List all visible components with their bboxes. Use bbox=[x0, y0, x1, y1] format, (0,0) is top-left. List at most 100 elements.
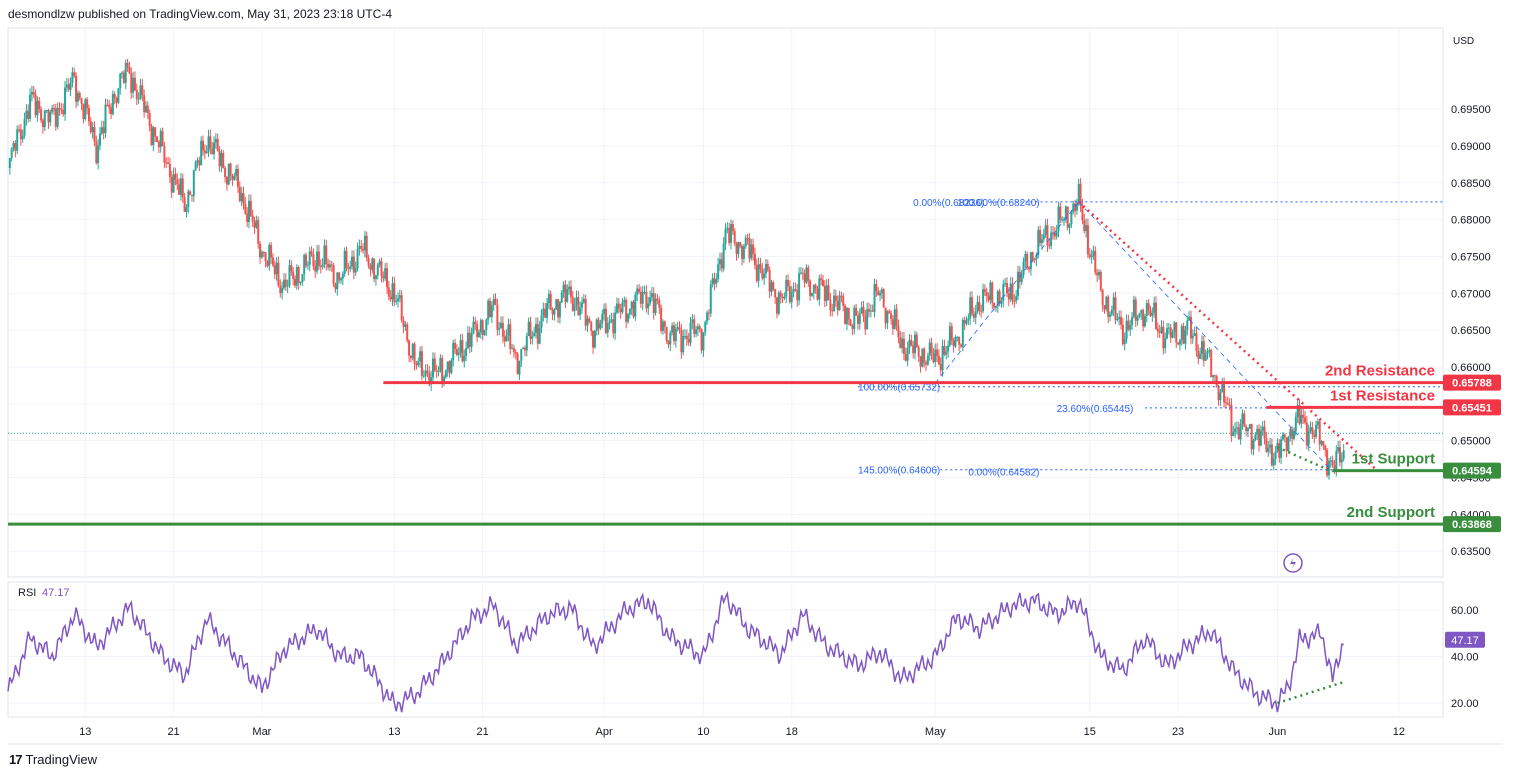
candle-body bbox=[902, 338, 905, 355]
candle-body bbox=[748, 238, 751, 259]
candle-body bbox=[1189, 316, 1192, 339]
fib-label: 0.00%(0.68236) bbox=[913, 198, 984, 209]
candle-body bbox=[685, 335, 688, 340]
candle-body bbox=[630, 301, 633, 309]
candle-body bbox=[540, 315, 543, 328]
candle-body bbox=[562, 284, 565, 293]
candle-body bbox=[400, 295, 403, 321]
candle-body bbox=[1053, 232, 1056, 237]
tradingview-footer[interactable]: 17 TradingView bbox=[9, 752, 97, 767]
candle-body bbox=[661, 321, 664, 331]
candle-body bbox=[527, 321, 530, 337]
candle-body bbox=[1140, 309, 1143, 314]
candle-body bbox=[233, 175, 236, 180]
candle-body bbox=[737, 242, 740, 255]
candle-body bbox=[229, 163, 232, 176]
candle-body bbox=[886, 311, 889, 324]
candle-body bbox=[334, 284, 337, 290]
candle-body bbox=[1292, 431, 1295, 439]
candle-body bbox=[577, 297, 580, 315]
time-tick-label: 18 bbox=[786, 726, 798, 738]
candle-body bbox=[192, 170, 195, 197]
candle-body bbox=[1254, 434, 1257, 441]
candle-body bbox=[466, 332, 469, 349]
candle-body bbox=[110, 107, 113, 115]
candle-body bbox=[179, 178, 182, 195]
candle-body bbox=[1112, 297, 1115, 310]
candle-body bbox=[1072, 203, 1075, 212]
candle-body bbox=[21, 135, 24, 140]
candle-body bbox=[1153, 302, 1156, 313]
candle-body bbox=[978, 302, 981, 311]
candle-body bbox=[235, 168, 238, 176]
candle-body bbox=[424, 370, 427, 376]
candle-body bbox=[511, 348, 514, 350]
candle-body bbox=[1018, 271, 1021, 283]
candle-body bbox=[426, 370, 429, 373]
candle-body bbox=[459, 340, 462, 353]
candle-body bbox=[535, 323, 538, 333]
candle-body bbox=[989, 282, 992, 301]
candle-body bbox=[1311, 427, 1314, 435]
candle-body bbox=[1248, 424, 1251, 429]
candle-body bbox=[864, 316, 867, 330]
candle-body bbox=[1235, 427, 1238, 429]
candle-body bbox=[97, 145, 100, 163]
candle-body bbox=[1228, 404, 1231, 406]
candle-body bbox=[1083, 220, 1086, 231]
price-chart[interactable]: 0.635000.640000.645000.650000.655000.660… bbox=[0, 0, 1513, 750]
candle-body bbox=[971, 297, 974, 315]
candle-body bbox=[1011, 283, 1014, 301]
candle-body bbox=[945, 351, 948, 355]
candle-body bbox=[205, 151, 208, 154]
price-tick-label: 0.67500 bbox=[1451, 251, 1491, 263]
candle-body bbox=[555, 299, 558, 310]
candle-body bbox=[888, 311, 891, 314]
candle-body bbox=[718, 259, 721, 265]
candle-body bbox=[919, 356, 922, 367]
candle-body bbox=[604, 308, 607, 333]
candle-body bbox=[47, 110, 50, 123]
candle-body bbox=[104, 104, 107, 134]
descending-trendline bbox=[1077, 200, 1378, 472]
candle-body bbox=[1127, 320, 1130, 330]
rsi-current-tag bbox=[1445, 631, 1485, 648]
candle-body bbox=[1031, 252, 1034, 260]
candle-body bbox=[181, 178, 184, 198]
candle-body bbox=[27, 110, 30, 119]
candle-body bbox=[1007, 293, 1010, 300]
candle-body bbox=[877, 291, 880, 296]
candle-body bbox=[87, 108, 90, 122]
candle-body bbox=[542, 308, 545, 316]
candle-body bbox=[991, 282, 994, 303]
price-tick-label: 0.66500 bbox=[1451, 325, 1491, 337]
candle-body bbox=[121, 72, 124, 74]
candle-body bbox=[838, 295, 841, 311]
candle-body bbox=[36, 100, 39, 116]
candle-body bbox=[71, 72, 74, 84]
candle-body bbox=[1097, 271, 1100, 276]
candle-body bbox=[785, 279, 788, 297]
candle-body bbox=[294, 278, 296, 286]
candle-body bbox=[516, 353, 519, 375]
candle-body bbox=[842, 296, 845, 306]
candle-body bbox=[674, 328, 677, 342]
time-tick-label: 23 bbox=[1172, 726, 1184, 738]
fib-label: 0.00%(0.64582) bbox=[968, 467, 1039, 478]
candle-body bbox=[73, 72, 76, 76]
candle-body bbox=[766, 263, 769, 271]
candle-body bbox=[264, 252, 267, 262]
candle-body bbox=[1294, 416, 1297, 432]
candle-body bbox=[1046, 225, 1049, 246]
candle-body bbox=[764, 263, 767, 274]
candle-body bbox=[943, 346, 946, 355]
candle-body bbox=[1132, 299, 1135, 317]
candle-body bbox=[584, 298, 587, 326]
candle-body bbox=[823, 285, 826, 301]
price-tick-label: 0.69000 bbox=[1451, 141, 1491, 153]
candle-body bbox=[658, 300, 661, 308]
candle-body bbox=[363, 235, 366, 251]
price-divergence-line bbox=[1276, 446, 1334, 473]
candle-body bbox=[1191, 335, 1194, 339]
candle-body bbox=[319, 265, 322, 267]
